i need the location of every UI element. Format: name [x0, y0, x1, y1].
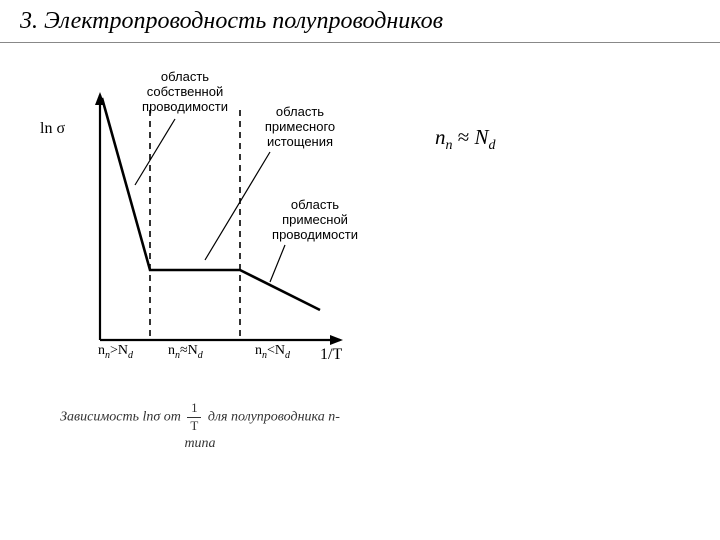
conductivity-chart: ln σ 1/T областьсобственнойпроводимостио… — [40, 70, 380, 380]
region-label-2: областьпримеснойпроводимости — [260, 198, 370, 243]
inequality-label-1: nn≈Nd — [168, 343, 203, 361]
page-title: 3. Электропроводность полупроводников — [20, 8, 443, 35]
x-axis-label: 1/T — [320, 346, 342, 364]
region-label-1: областьпримесногоистощения — [250, 105, 350, 150]
title-underline — [0, 42, 720, 43]
chart-caption: Зависимость lnσ от 1T для полупроводника… — [60, 400, 340, 453]
y-axis-label: ln σ — [40, 120, 65, 138]
inequality-label-0: nn>Nd — [98, 343, 133, 361]
region-label-0: областьсобственнойпроводимости — [130, 70, 240, 115]
inequality-label-2: nn<Nd — [255, 343, 290, 361]
formula: nn ≈ Nd — [435, 125, 496, 154]
